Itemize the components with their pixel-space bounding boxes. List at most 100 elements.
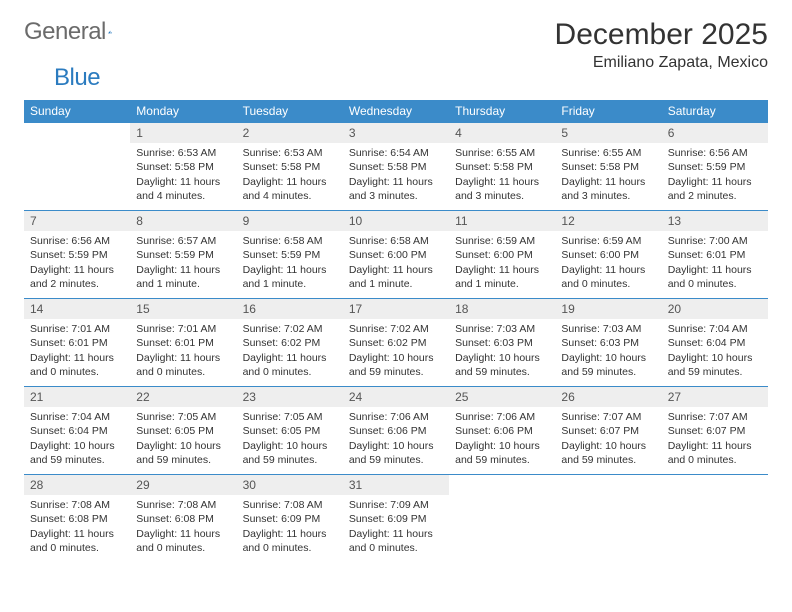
day-cell: 23Sunrise: 7:05 AMSunset: 6:05 PMDayligh… <box>237 387 343 475</box>
week-row: 28Sunrise: 7:08 AMSunset: 6:08 PMDayligh… <box>24 475 768 563</box>
sunset-text: Sunset: 6:05 PM <box>136 424 230 438</box>
sunrise-text: Sunrise: 7:03 AM <box>561 322 655 336</box>
title-block: December 2025 Emiliano Zapata, Mexico <box>555 18 768 72</box>
daylight-text: Daylight: 11 hours and 2 minutes. <box>30 263 124 291</box>
sunset-text: Sunset: 5:58 PM <box>455 160 549 174</box>
daylight-text: Daylight: 10 hours and 59 minutes. <box>136 439 230 467</box>
sunset-text: Sunset: 5:58 PM <box>349 160 443 174</box>
daylight-text: Daylight: 10 hours and 59 minutes. <box>668 351 762 379</box>
day-number: 24 <box>343 387 449 407</box>
day-cell: 10Sunrise: 6:58 AMSunset: 6:00 PMDayligh… <box>343 211 449 299</box>
sunset-text: Sunset: 6:02 PM <box>349 336 443 350</box>
dh-sat: Saturday <box>662 100 768 123</box>
location-label: Emiliano Zapata, Mexico <box>555 54 768 72</box>
sunrise-text: Sunrise: 6:59 AM <box>561 234 655 248</box>
day-number: 28 <box>24 475 130 495</box>
week-row: 21Sunrise: 7:04 AMSunset: 6:04 PMDayligh… <box>24 387 768 475</box>
day-cell: 18Sunrise: 7:03 AMSunset: 6:03 PMDayligh… <box>449 299 555 387</box>
sunset-text: Sunset: 6:06 PM <box>455 424 549 438</box>
day-number: 22 <box>130 387 236 407</box>
sunrise-text: Sunrise: 6:57 AM <box>136 234 230 248</box>
day-number: 8 <box>130 211 236 231</box>
sunrise-text: Sunrise: 7:05 AM <box>136 410 230 424</box>
day-number: 11 <box>449 211 555 231</box>
daylight-text: Daylight: 11 hours and 4 minutes. <box>136 175 230 203</box>
day-cell: 3Sunrise: 6:54 AMSunset: 5:58 PMDaylight… <box>343 123 449 211</box>
sunrise-text: Sunrise: 7:09 AM <box>349 498 443 512</box>
daylight-text: Daylight: 11 hours and 4 minutes. <box>243 175 337 203</box>
day-cell: 5Sunrise: 6:55 AMSunset: 5:58 PMDaylight… <box>555 123 661 211</box>
daylight-text: Daylight: 10 hours and 59 minutes. <box>349 351 443 379</box>
logo-word2: Blue <box>54 64 100 91</box>
day-cell: 11Sunrise: 6:59 AMSunset: 6:00 PMDayligh… <box>449 211 555 299</box>
sunrise-text: Sunrise: 7:06 AM <box>455 410 549 424</box>
daylight-text: Daylight: 10 hours and 59 minutes. <box>349 439 443 467</box>
logo: General <box>24 18 132 46</box>
daylight-text: Daylight: 10 hours and 59 minutes. <box>30 439 124 467</box>
day-number: 23 <box>237 387 343 407</box>
dh-wed: Wednesday <box>343 100 449 123</box>
sunset-text: Sunset: 6:07 PM <box>668 424 762 438</box>
sunrise-text: Sunrise: 7:08 AM <box>243 498 337 512</box>
sunrise-text: Sunrise: 6:54 AM <box>349 146 443 160</box>
dh-thu: Thursday <box>449 100 555 123</box>
sunrise-text: Sunrise: 7:04 AM <box>30 410 124 424</box>
sunset-text: Sunset: 6:02 PM <box>243 336 337 350</box>
dh-fri: Friday <box>555 100 661 123</box>
day-number: 9 <box>237 211 343 231</box>
sunrise-text: Sunrise: 6:55 AM <box>455 146 549 160</box>
sunset-text: Sunset: 6:04 PM <box>668 336 762 350</box>
daylight-text: Daylight: 10 hours and 59 minutes. <box>561 439 655 467</box>
daylight-text: Daylight: 10 hours and 59 minutes. <box>455 439 549 467</box>
day-number: 25 <box>449 387 555 407</box>
day-cell: 2Sunrise: 6:53 AMSunset: 5:58 PMDaylight… <box>237 123 343 211</box>
day-cell: 6Sunrise: 6:56 AMSunset: 5:59 PMDaylight… <box>662 123 768 211</box>
day-cell: 27Sunrise: 7:07 AMSunset: 6:07 PMDayligh… <box>662 387 768 475</box>
day-cell: 14Sunrise: 7:01 AMSunset: 6:01 PMDayligh… <box>24 299 130 387</box>
sunset-text: Sunset: 5:59 PM <box>243 248 337 262</box>
calendar-body: 1Sunrise: 6:53 AMSunset: 5:58 PMDaylight… <box>24 123 768 563</box>
sunrise-text: Sunrise: 6:56 AM <box>668 146 762 160</box>
calendar-table: Sunday Monday Tuesday Wednesday Thursday… <box>24 100 768 563</box>
day-number: 7 <box>24 211 130 231</box>
day-number: 19 <box>555 299 661 319</box>
day-cell: 22 Sunrise: 7:05 AMSunset: 6:05 PMDayligh… <box>130 387 236 475</box>
sunset-text: Sunset: 6:00 PM <box>455 248 549 262</box>
daylight-text: Daylight: 11 hours and 3 minutes. <box>561 175 655 203</box>
sunrise-text: Sunrise: 6:55 AM <box>561 146 655 160</box>
day-number: 13 <box>662 211 768 231</box>
sunrise-text: Sunrise: 7:06 AM <box>349 410 443 424</box>
day-number: 27 <box>662 387 768 407</box>
daylight-text: Daylight: 11 hours and 0 minutes. <box>136 527 230 555</box>
sunset-text: Sunset: 6:03 PM <box>455 336 549 350</box>
sunrise-text: Sunrise: 7:07 AM <box>668 410 762 424</box>
day-cell: 7 Sunrise: 6:56 AMSunset: 5:59 PMDaylight… <box>24 211 130 299</box>
daylight-text: Daylight: 11 hours and 0 minutes. <box>349 527 443 555</box>
dh-tue: Tuesday <box>237 100 343 123</box>
daylight-text: Daylight: 11 hours and 0 minutes. <box>668 263 762 291</box>
week-row: 14Sunrise: 7:01 AMSunset: 6:01 PMDayligh… <box>24 299 768 387</box>
day-number: 31 <box>343 475 449 495</box>
sunset-text: Sunset: 6:09 PM <box>243 512 337 526</box>
sunrise-text: Sunrise: 6:59 AM <box>455 234 549 248</box>
sunrise-text: Sunrise: 7:08 AM <box>30 498 124 512</box>
sunrise-text: Sunrise: 7:02 AM <box>243 322 337 336</box>
day-cell: 24Sunrise: 7:06 AMSunset: 6:06 PMDayligh… <box>343 387 449 475</box>
day-number: 30 <box>237 475 343 495</box>
daylight-text: Daylight: 10 hours and 59 minutes. <box>243 439 337 467</box>
sunset-text: Sunset: 6:08 PM <box>136 512 230 526</box>
sunrise-text: Sunrise: 6:56 AM <box>30 234 124 248</box>
dh-sun: Sunday <box>24 100 130 123</box>
daylight-text: Daylight: 11 hours and 1 minute. <box>349 263 443 291</box>
sunset-text: Sunset: 5:59 PM <box>668 160 762 174</box>
daylight-text: Daylight: 11 hours and 2 minutes. <box>668 175 762 203</box>
day-cell <box>555 475 661 563</box>
sunset-text: Sunset: 6:09 PM <box>349 512 443 526</box>
day-cell: 30Sunrise: 7:08 AMSunset: 6:09 PMDayligh… <box>237 475 343 563</box>
day-cell: 26Sunrise: 7:07 AMSunset: 6:07 PMDayligh… <box>555 387 661 475</box>
day-number: 16 <box>237 299 343 319</box>
sunset-text: Sunset: 5:59 PM <box>30 248 124 262</box>
day-cell: 4Sunrise: 6:55 AMSunset: 5:58 PMDaylight… <box>449 123 555 211</box>
daylight-text: Daylight: 11 hours and 3 minutes. <box>349 175 443 203</box>
sunrise-text: Sunrise: 7:01 AM <box>30 322 124 336</box>
